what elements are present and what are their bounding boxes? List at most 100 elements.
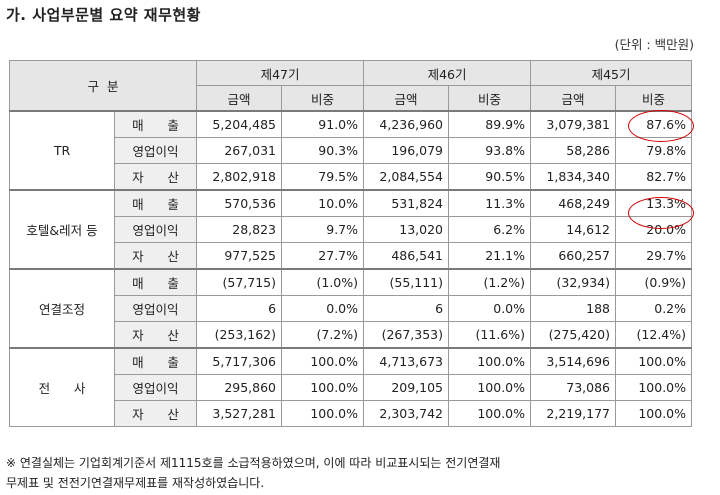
- cell-value: 100.0%: [281, 400, 365, 427]
- row-label: 매 출: [113, 189, 198, 217]
- table-row: 영업이익 267,031 90.3% 196,079 93.8% 58,286 …: [10, 137, 693, 164]
- cell-value: 570,536: [196, 189, 283, 217]
- cell-value: 100.0%: [448, 347, 532, 375]
- cell-value: 3,527,281: [196, 400, 283, 427]
- cell-value: (1.0%): [281, 268, 365, 296]
- table-row: 전 사 매 출 5,717,306 100.0% 4,713,673 100.0…: [9, 347, 693, 427]
- cell-value: 11.3%: [448, 189, 532, 217]
- cell-value: 5,204,485: [196, 110, 283, 138]
- row-label: 매 출: [113, 347, 198, 375]
- cell-value: 468,249: [530, 189, 617, 217]
- table-row: 연결조정 매 출 (57,715) (1.0%) (55,111) (1.2%)…: [9, 268, 693, 349]
- cell-value: 10.0%: [281, 189, 365, 217]
- cell-value: 100.0%: [281, 347, 365, 375]
- cell-value: 4,236,960: [363, 110, 450, 138]
- cell-value: 58,286: [530, 137, 617, 164]
- table-row: 자 산 2,802,918 79.5% 2,084,554 90.5% 1,83…: [10, 163, 693, 191]
- cell-value: 90.3%: [281, 137, 365, 164]
- cell-value: 14,612: [530, 216, 617, 243]
- cell-value: (7.2%): [281, 321, 365, 349]
- cell-value: 79.8%: [615, 137, 693, 164]
- table-row: 호텔&레저 등 매 출 570,536 10.0% 531,824 11.3% …: [9, 189, 693, 270]
- cell-value: 82.7%: [615, 163, 693, 191]
- cell-value: (0.9%): [615, 268, 693, 296]
- cell-value: 6: [363, 295, 450, 322]
- cell-value: 977,525: [196, 242, 283, 270]
- row-label: 매 출: [113, 268, 198, 296]
- cell-value: 486,541: [363, 242, 450, 270]
- cell-value: 100.0%: [615, 374, 693, 401]
- cell-value: 196,079: [363, 137, 450, 164]
- unit-label: (단위 : 백만원): [614, 37, 694, 52]
- cell-value: (253,162): [196, 321, 283, 349]
- cell-value: 9.7%: [281, 216, 365, 243]
- cell-value: 6.2%: [448, 216, 532, 243]
- cell-value: 531,824: [363, 189, 450, 217]
- header-amount: 금액: [196, 85, 283, 112]
- row-label: 자 산: [113, 242, 198, 270]
- row-label: 자 산: [113, 400, 198, 427]
- cell-value: 79.5%: [281, 163, 365, 191]
- cell-value: 660,257: [530, 242, 617, 270]
- row-label: 자 산: [113, 163, 198, 191]
- footnote-line-2: 무제표 및 전전기연결재무제표를 재작성하였습니다.: [6, 476, 265, 490]
- cell-value: 0.0%: [281, 295, 365, 322]
- cell-value: 295,860: [196, 374, 283, 401]
- header-amount: 금액: [363, 85, 450, 112]
- cell-value: (57,715): [196, 268, 283, 296]
- cell-value: 3,079,381: [530, 110, 617, 138]
- cell-value: (11.6%): [448, 321, 532, 349]
- table-row: 영업이익 295,860 100.0% 209,105 100.0% 73,08…: [10, 374, 693, 401]
- row-label: 영업이익: [113, 374, 198, 401]
- footnote-line-1: ※ 연결실체는 기업회계기준서 제1115호를 소급적용하였으며, 이에 따라 …: [6, 456, 501, 470]
- header-period-46: 제46기: [363, 60, 532, 86]
- cell-value: 90.5%: [448, 163, 532, 191]
- group-label: 연결조정: [9, 268, 115, 349]
- cell-value: (32,934): [530, 268, 617, 296]
- header-ratio: 비중: [448, 85, 532, 112]
- header-period-47: 제47기: [196, 60, 365, 86]
- cell-value: 100.0%: [615, 347, 693, 375]
- row-label: 영업이익: [113, 137, 198, 164]
- table-row: TR 매 출 5,204,485 91.0% 4,236,960 89.9% 3…: [9, 110, 693, 191]
- cell-value: (55,111): [363, 268, 450, 296]
- cell-value: 91.0%: [281, 110, 365, 138]
- group-label: 호텔&레저 등: [9, 189, 115, 270]
- header-ratio: 비중: [281, 85, 365, 112]
- group-label: 전 사: [9, 347, 115, 427]
- cell-value: 100.0%: [281, 374, 365, 401]
- cell-value: 2,219,177: [530, 400, 617, 427]
- cell-value: 29.7%: [615, 242, 693, 270]
- annotation-circle: [628, 197, 694, 229]
- header-ratio: 비중: [615, 85, 693, 112]
- cell-value: (275,420): [530, 321, 617, 349]
- cell-value: 100.0%: [448, 400, 532, 427]
- cell-value: 2,084,554: [363, 163, 450, 191]
- cell-value: 0.2%: [615, 295, 693, 322]
- cell-value: 13,020: [363, 216, 450, 243]
- cell-value: 27.7%: [281, 242, 365, 270]
- header-section: 구 분: [8, 60, 198, 112]
- table-row: 자 산 3,527,281 100.0% 2,303,742 100.0% 2,…: [10, 400, 693, 427]
- table-row: 자 산 977,525 27.7% 486,541 21.1% 660,257 …: [10, 242, 693, 270]
- header-period-45: 제45기: [530, 60, 693, 86]
- row-label: 매 출: [113, 110, 198, 138]
- cell-value: 28,823: [196, 216, 283, 243]
- row-label: 영업이익: [113, 295, 198, 322]
- row-label: 영업이익: [113, 216, 198, 243]
- table-row: 영업이익 6 0.0% 6 0.0% 188 0.2%: [10, 295, 693, 322]
- cell-value: 267,031: [196, 137, 283, 164]
- cell-value: 100.0%: [615, 400, 693, 427]
- cell-value: (1.2%): [448, 268, 532, 296]
- cell-value: 4,713,673: [363, 347, 450, 375]
- cell-value: 5,717,306: [196, 347, 283, 375]
- row-label: 자 산: [113, 321, 198, 349]
- cell-value: 2,303,742: [363, 400, 450, 427]
- section-title: 가. 사업부문별 요약 재무현황: [6, 6, 201, 24]
- financial-summary-table: 구 분 제47기 제46기 제45기 금액 비중 금액 비중 금액 비중 TR …: [8, 60, 693, 427]
- cell-value: 188: [530, 295, 617, 322]
- cell-value: 89.9%: [448, 110, 532, 138]
- cell-value: 0.0%: [448, 295, 532, 322]
- cell-value: 93.8%: [448, 137, 532, 164]
- footnote: ※ 연결실체는 기업회계기준서 제1115호를 소급적용하였으며, 이에 따라 …: [6, 453, 706, 493]
